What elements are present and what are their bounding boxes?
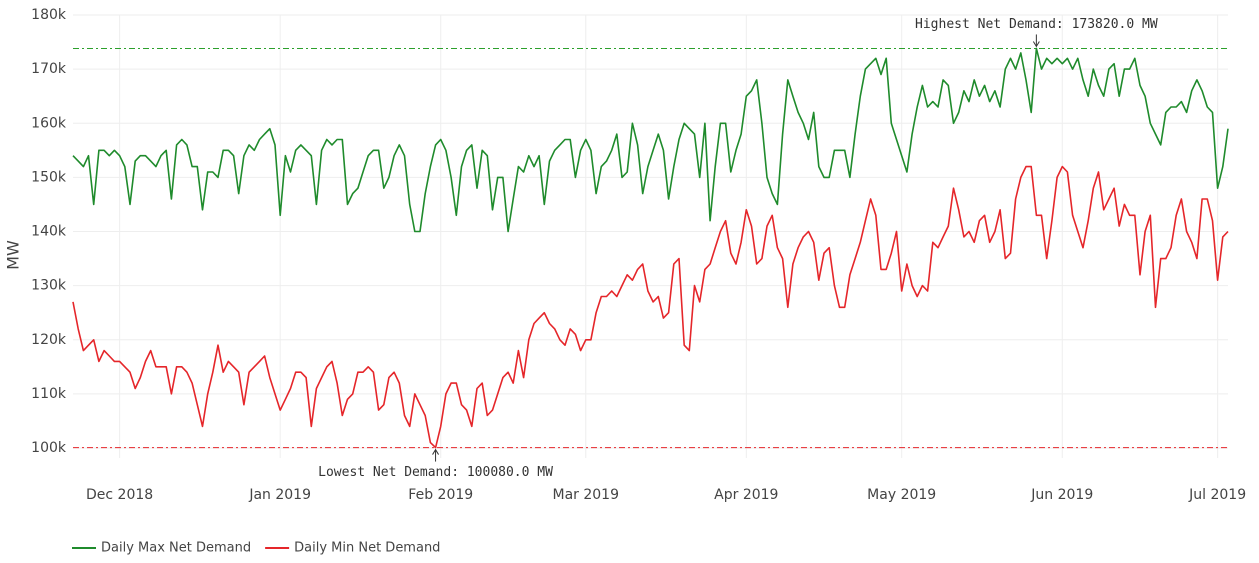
annotation-arrowhead — [432, 448, 439, 455]
y-tick-label: 170k — [31, 61, 67, 77]
y-tick-label: 130k — [31, 278, 67, 294]
x-tick-label: Mar 2019 — [553, 487, 620, 503]
annotation: Highest Net Demand: 173820.0 MW — [915, 17, 1158, 32]
x-tick-label: Feb 2019 — [408, 487, 473, 503]
y-tick-label: 150k — [31, 169, 67, 185]
x-tick-label: Jun 2019 — [1030, 487, 1093, 503]
legend-label: Daily Min Net Demand — [294, 541, 440, 556]
line — [72, 47, 1229, 233]
y-tick-label: 160k — [31, 115, 67, 131]
x-tick-label: Jan 2019 — [248, 487, 311, 503]
y-tick-label: 120k — [31, 332, 67, 348]
y-tick-label: 100k — [31, 440, 67, 456]
x-tick-label: Apr 2019 — [714, 487, 778, 503]
y-tick-label: 140k — [31, 224, 67, 240]
line — [72, 165, 1229, 449]
annotation-arrowhead — [1032, 41, 1040, 48]
annotation: Lowest Net Demand: 100080.0 MW — [318, 465, 553, 480]
x-tick-label: Dec 2018 — [86, 487, 153, 503]
y-tick-label: 180k — [31, 7, 67, 23]
x-tick-label: Jul 2019 — [1188, 487, 1246, 503]
x-tick-label: May 2019 — [867, 487, 936, 503]
y-tick-label: 110k — [31, 386, 67, 402]
y-axis-title: MW — [4, 240, 23, 270]
legend-label: Daily Max Net Demand — [101, 541, 251, 556]
